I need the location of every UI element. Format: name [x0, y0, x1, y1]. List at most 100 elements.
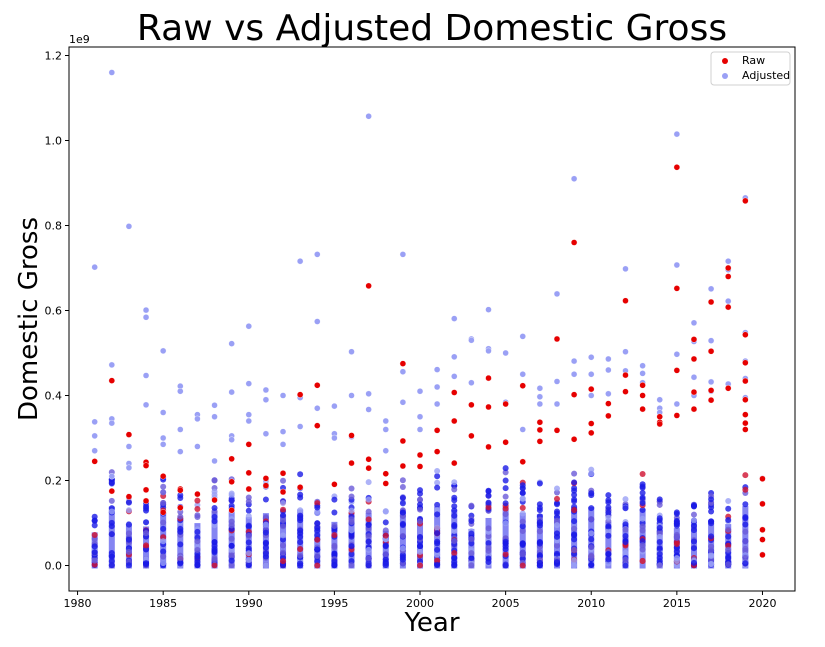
point-raw [314, 422, 321, 429]
x-tick-label: 2020 [748, 597, 776, 610]
cloud-point [656, 545, 663, 552]
cloud-point [434, 484, 441, 491]
cloud-point [348, 551, 355, 558]
point-raw [399, 360, 407, 367]
cloud-point [673, 518, 680, 525]
point-adjusted [553, 378, 561, 385]
point-raw [108, 487, 116, 495]
point-adjusted [279, 441, 287, 448]
point-raw [228, 478, 235, 485]
cloud-point [502, 485, 509, 492]
cloud-point [553, 485, 560, 492]
point-adjusted [245, 380, 252, 387]
point-raw [91, 458, 98, 465]
point-adjusted [142, 314, 150, 321]
cloud-point [399, 545, 406, 552]
cloud-point [280, 549, 287, 556]
point-adjusted [468, 337, 475, 344]
point-raw [707, 348, 715, 355]
point-adjusted [468, 379, 475, 386]
point-adjusted [177, 448, 184, 455]
point-raw [228, 507, 235, 514]
cloud-point [177, 495, 184, 502]
plot-area-frame [68, 46, 796, 592]
point-adjusted [707, 285, 715, 293]
cloud-point [143, 546, 150, 553]
point-raw [742, 419, 749, 427]
cloud-point [228, 562, 235, 569]
point-adjusted [605, 390, 612, 397]
cloud-point [605, 523, 612, 530]
point-adjusted [622, 265, 629, 273]
point-raw [194, 490, 201, 498]
x-axis-ticks: 1980 1985 1990 1995 2000 2005 2010 2015 2020 [64, 591, 776, 610]
cloud-point [160, 499, 167, 506]
point-raw [536, 419, 544, 426]
y-axis-offset-text: 1e9 [69, 33, 90, 46]
cloud-point [622, 526, 629, 533]
cloud-point [485, 499, 492, 506]
cloud-point [485, 504, 492, 511]
cloud-point [622, 556, 629, 563]
cloud-point [348, 507, 355, 514]
cloud-point [571, 536, 578, 543]
cloud-point [331, 522, 338, 529]
point-adjusted [194, 443, 201, 450]
x-tick-label: 2000 [406, 597, 434, 610]
point-adjusted [159, 434, 167, 442]
point-raw [673, 412, 681, 419]
x-tick-label: 1985 [149, 597, 177, 610]
cloud-point [365, 555, 372, 562]
cloud-point [553, 533, 560, 540]
cloud-point [553, 550, 560, 557]
cloud-point [331, 562, 338, 569]
cloud-point [314, 536, 321, 543]
point-adjusted [142, 306, 150, 314]
cloud-point [605, 527, 612, 534]
point-adjusted [553, 400, 561, 408]
cloud-point [399, 477, 406, 484]
point-adjusted [605, 355, 612, 363]
cloud-point [143, 561, 150, 568]
cloud-point [519, 523, 526, 530]
cloud-point [588, 536, 595, 543]
cloud-point [314, 510, 321, 517]
cloud-point [331, 544, 338, 551]
cloud-point [673, 534, 680, 541]
cloud-point [245, 562, 252, 569]
point-adjusted [177, 388, 184, 395]
cloud-point [451, 486, 458, 493]
point-raw [228, 455, 235, 463]
point-raw [759, 551, 766, 559]
cloud-point [553, 510, 560, 517]
point-column [382, 530, 389, 569]
point-raw [382, 480, 389, 487]
cloud-point [485, 533, 492, 540]
point-raw [759, 526, 766, 533]
cloud-point [725, 546, 732, 553]
cloud-point [639, 523, 646, 530]
point-raw [296, 484, 304, 491]
cloud-point [365, 516, 372, 523]
point-raw [331, 481, 338, 488]
cloud-point [519, 485, 526, 492]
cloud-point [228, 502, 235, 509]
cloud-point [365, 538, 372, 545]
point-adjusted [690, 374, 698, 381]
cloud-point [622, 562, 629, 569]
point-raw [468, 401, 475, 409]
cloud-point [605, 492, 612, 499]
point-raw [142, 486, 150, 494]
chart-title: Raw vs Adjusted Domestic Gross [137, 8, 727, 49]
point-raw [211, 496, 218, 504]
cloud-point [725, 561, 732, 568]
cloud-point [434, 546, 441, 553]
cloud-point [502, 477, 509, 484]
x-tick-label: 2010 [577, 597, 605, 610]
point-raw [725, 303, 732, 311]
point-adjusted [108, 361, 116, 369]
cloud-point [108, 562, 115, 569]
point-raw [502, 439, 509, 446]
cloud-point [297, 491, 304, 498]
cloud-point [399, 532, 406, 539]
